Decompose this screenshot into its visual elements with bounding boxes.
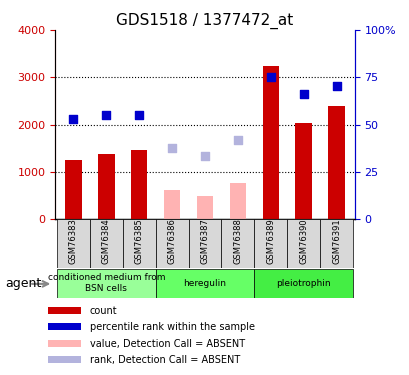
Bar xyxy=(221,219,254,268)
Text: GSM76387: GSM76387 xyxy=(200,218,209,264)
Point xyxy=(267,74,273,80)
Text: agent: agent xyxy=(5,278,41,290)
Bar xyxy=(48,323,81,330)
Point xyxy=(103,112,109,118)
Bar xyxy=(287,219,319,268)
Text: percentile rank within the sample: percentile rank within the sample xyxy=(90,322,254,332)
Bar xyxy=(48,307,81,314)
Text: pleiotrophin: pleiotrophin xyxy=(276,279,330,288)
Bar xyxy=(188,219,221,268)
Bar xyxy=(254,219,287,268)
Text: GSM76384: GSM76384 xyxy=(101,218,110,264)
Text: GSM76385: GSM76385 xyxy=(135,218,144,264)
Bar xyxy=(328,106,344,219)
Bar xyxy=(155,269,254,297)
Text: GSM76386: GSM76386 xyxy=(167,218,176,264)
Text: heregulin: heregulin xyxy=(183,279,226,288)
Point xyxy=(201,153,208,159)
Bar xyxy=(57,269,155,297)
Text: GSM76383: GSM76383 xyxy=(69,218,78,264)
Text: GSM76389: GSM76389 xyxy=(265,218,274,264)
Bar xyxy=(48,356,81,363)
Text: rank, Detection Call = ABSENT: rank, Detection Call = ABSENT xyxy=(90,355,239,365)
Bar xyxy=(319,219,352,268)
Bar xyxy=(122,219,155,268)
Bar xyxy=(254,269,352,297)
Text: conditioned medium from
BSN cells: conditioned medium from BSN cells xyxy=(47,273,165,293)
Point xyxy=(333,83,339,89)
Point xyxy=(136,112,142,118)
Bar xyxy=(229,183,245,219)
Point xyxy=(300,91,306,97)
Bar xyxy=(90,219,122,268)
Bar xyxy=(164,189,180,219)
Bar xyxy=(57,219,90,268)
Text: GSM76390: GSM76390 xyxy=(299,219,308,264)
Point xyxy=(70,116,76,122)
Text: GDS1518 / 1377472_at: GDS1518 / 1377472_at xyxy=(116,13,293,29)
Bar xyxy=(98,154,114,219)
Bar xyxy=(295,123,311,219)
Text: GSM76391: GSM76391 xyxy=(331,219,340,264)
Point xyxy=(234,137,240,143)
Bar xyxy=(131,150,147,219)
Bar xyxy=(196,196,213,219)
Bar xyxy=(48,340,81,346)
Text: value, Detection Call = ABSENT: value, Detection Call = ABSENT xyxy=(90,339,244,349)
Point xyxy=(169,146,175,152)
Bar xyxy=(65,160,81,219)
Bar xyxy=(155,219,188,268)
Text: GSM76388: GSM76388 xyxy=(233,218,242,264)
Bar xyxy=(262,66,278,219)
Text: count: count xyxy=(90,306,117,316)
